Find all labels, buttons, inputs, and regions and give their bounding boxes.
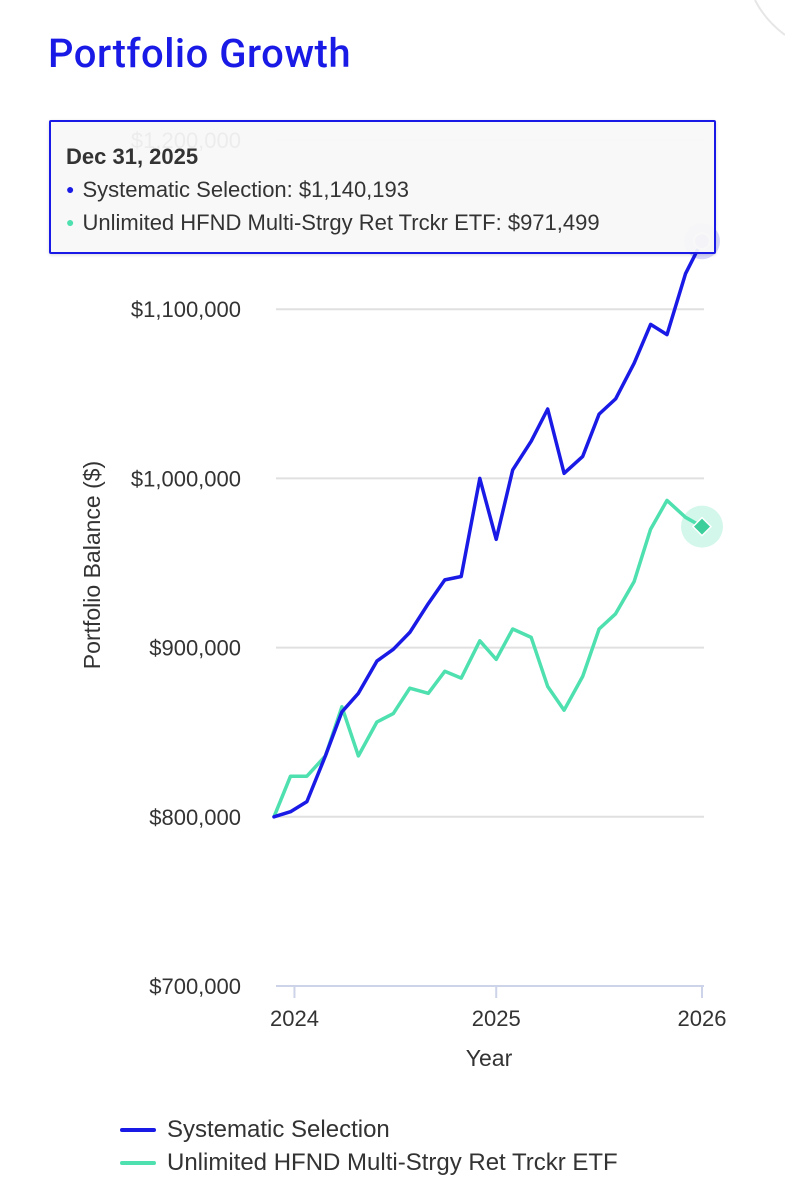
tooltip-row-hfnd: ● Unlimited HFND Multi-Strgy Ret Trckr ET… (66, 210, 600, 236)
y-tick-label: $1,100,000 (131, 297, 241, 322)
tooltip-dot-hfnd-icon: ● (66, 214, 75, 230)
y-tick-label: $900,000 (149, 636, 241, 661)
tooltip-dot-systematic-icon: ● (66, 181, 75, 197)
highlight-marker-hfnd[interactable] (691, 516, 713, 537)
series-line-systematic (272, 239, 704, 819)
tooltip-date: Dec 31, 2025 (66, 144, 199, 169)
legend-swatch-systematic-icon (120, 1127, 156, 1132)
y-tick-label: $800,000 (149, 805, 241, 830)
tooltip-row-text: Unlimited HFND Multi-Strgy Ret Trckr ETF… (82, 210, 600, 235)
x-axis-title: Year (466, 1045, 513, 1071)
x-axis: 2024 2025 2026 (270, 985, 727, 1031)
x-tick-label: 2024 (270, 1006, 319, 1031)
tooltip-row-text: Systematic Selection: $1,140,193 (82, 177, 409, 202)
y-axis: $700,000 $800,000 $900,000 $1,000,000 $1,100… (131, 128, 241, 999)
legend-item-systematic[interactable]: Systematic Selection (120, 1113, 618, 1146)
tooltip: Dec 31, 2025 ● Systematic Selection: $1,1… (49, 120, 716, 254)
tooltip-row-systematic: ● Systematic Selection: $1,140,193 (66, 177, 409, 203)
legend-swatch-hfnd-icon (120, 1160, 156, 1165)
legend-label: Unlimited HFND Multi-Strgy Ret Trckr ETF (167, 1148, 618, 1176)
legend: Systematic Selection Unlimited HFND Mult… (120, 1113, 618, 1179)
x-tick-label: 2025 (472, 1006, 521, 1031)
series-lines (272, 239, 704, 819)
x-tick-label: 2026 (678, 1006, 727, 1031)
chart-title: Portfolio Growth (48, 30, 352, 77)
corner-decoration (754, 0, 785, 36)
y-tick-label: $1,000,000 (131, 466, 241, 491)
y-axis-title: Portfolio Balance ($) (79, 461, 105, 669)
legend-item-hfnd[interactable]: Unlimited HFND Multi-Strgy Ret Trckr ETF (120, 1146, 618, 1179)
y-tick-label: $700,000 (149, 974, 241, 999)
legend-label: Systematic Selection (167, 1115, 390, 1143)
series-line-hfnd (272, 498, 704, 819)
